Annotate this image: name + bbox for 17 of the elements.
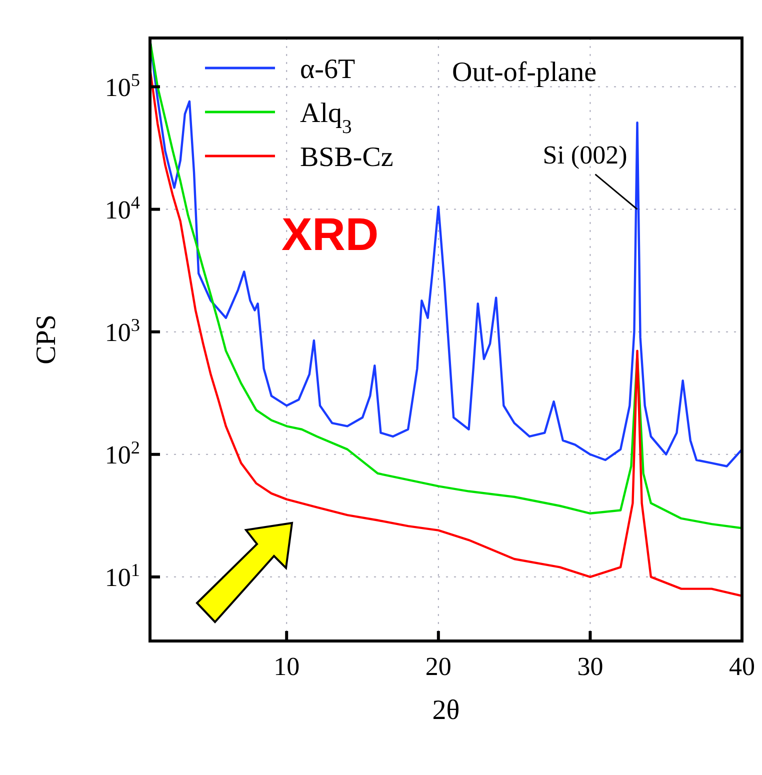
y-axis-title: CPS <box>31 314 62 364</box>
annotation: Out-of-plane <box>452 57 597 88</box>
x-tick-label: 10 <box>274 652 300 681</box>
y-tick-label: 10$^{5}$ <box>104 70 140 102</box>
x-axis-title: 2θ <box>432 695 460 726</box>
y-tick-label: 10$^{2}$ <box>104 437 140 470</box>
y-tick-label: 10$^{4}$ <box>104 192 140 224</box>
annotation: XRD <box>281 208 379 260</box>
legend-label: BSB-Cz <box>300 142 394 173</box>
x-tick-label: 20 <box>425 652 452 681</box>
y-tick-label: 10$^{3}$ <box>104 314 140 347</box>
x-tick-label: 40 <box>729 652 755 681</box>
legend-label: α-6T <box>300 54 356 85</box>
x-tick-label: 30 <box>577 652 604 681</box>
legend-label: Alq$_{3}$ <box>300 98 352 138</box>
y-tick-label: 10$^{1}$ <box>104 560 140 592</box>
annotation: Si (002) <box>542 140 628 170</box>
